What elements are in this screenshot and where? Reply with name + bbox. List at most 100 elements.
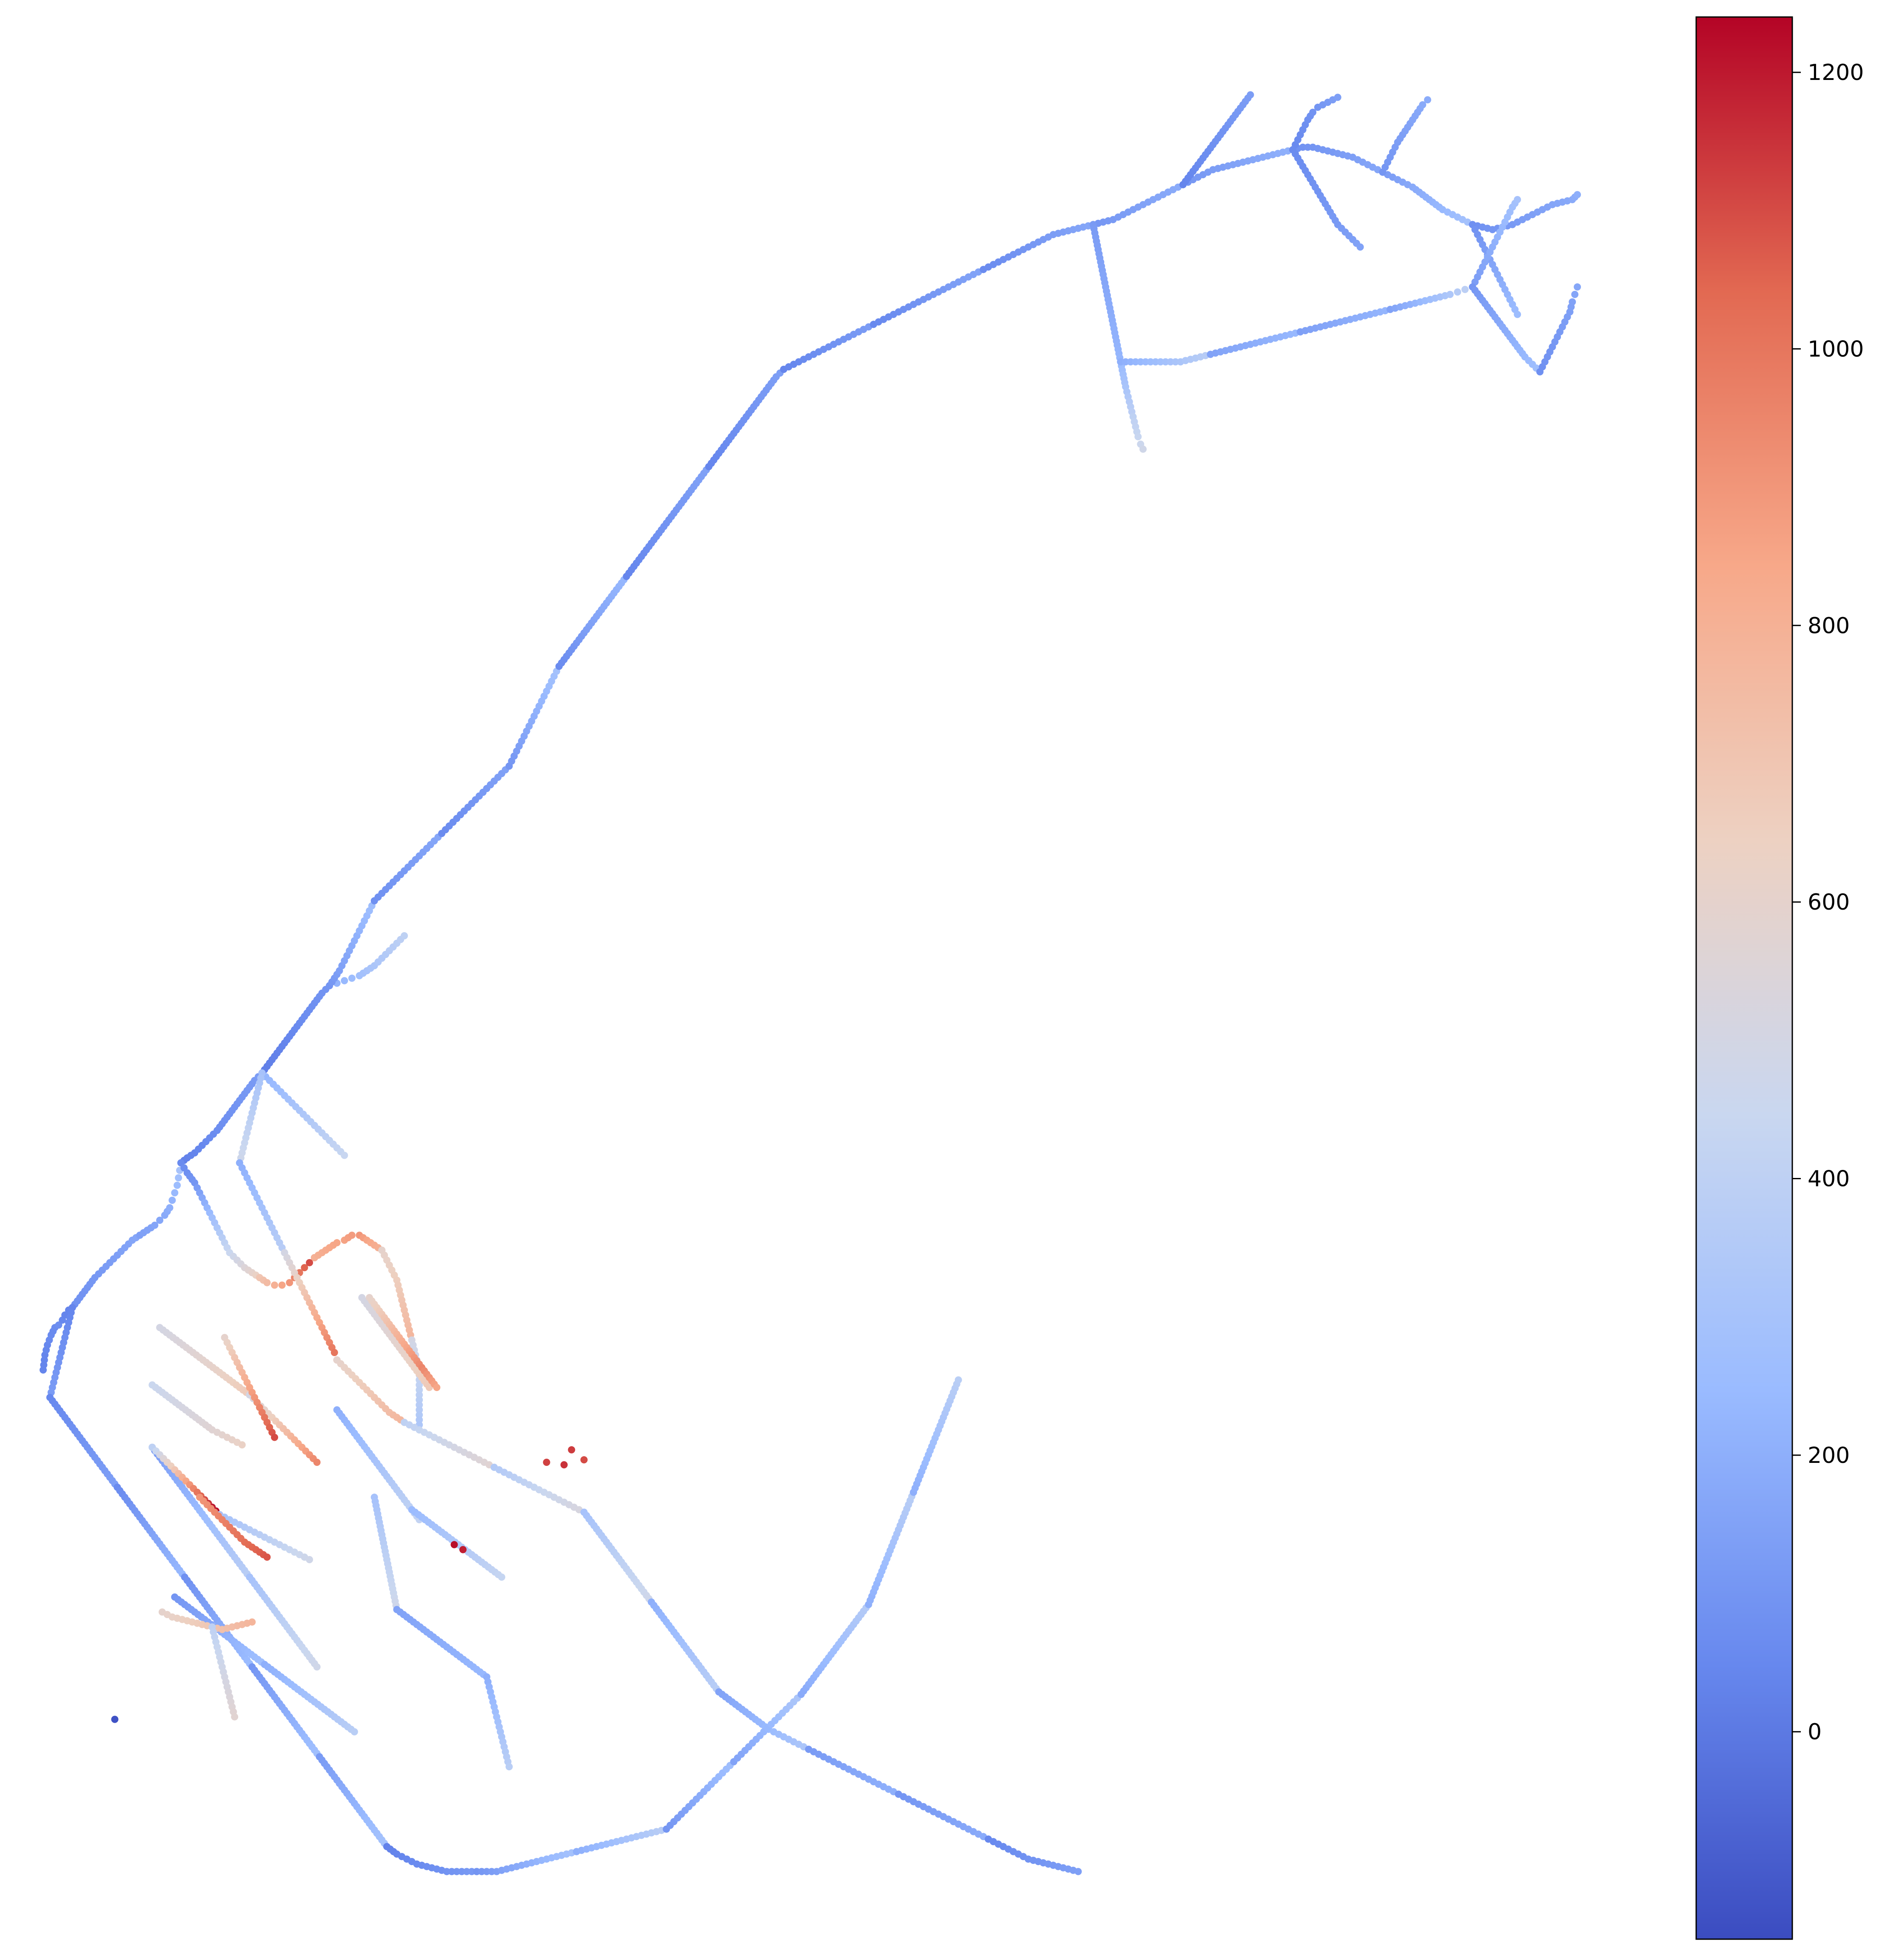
- colorbar-tick-label: 1000: [1808, 336, 1864, 362]
- data-point: [175, 1174, 182, 1182]
- data-point: [1461, 286, 1469, 293]
- data-point: [348, 974, 356, 982]
- data-point: [416, 1416, 423, 1424]
- data-point: [416, 1381, 423, 1389]
- data-point: [448, 1868, 456, 1875]
- data-point: [478, 1868, 485, 1875]
- colorbar-tick-label: 1200: [1808, 60, 1864, 85]
- data-point: [55, 1321, 63, 1329]
- data-point: [450, 1541, 458, 1548]
- data-point: [458, 1868, 466, 1875]
- data-point: [341, 977, 348, 984]
- data-point: [306, 1259, 313, 1266]
- data-point: [433, 1384, 441, 1391]
- data-point: [416, 1391, 423, 1399]
- data-point: [168, 1197, 176, 1204]
- data-point: [1514, 196, 1521, 203]
- data-point: [401, 932, 408, 939]
- data-point: [459, 1546, 467, 1553]
- data-point: [341, 1152, 348, 1159]
- data-point: [263, 1279, 271, 1286]
- data-point: [416, 1396, 423, 1404]
- data-point: [1454, 288, 1461, 296]
- data-point: [1334, 94, 1341, 101]
- data-point: [1446, 290, 1454, 298]
- data-point: [1419, 101, 1427, 108]
- data-point: [156, 1217, 164, 1224]
- data-point: [1514, 310, 1521, 318]
- data-point: [306, 1556, 313, 1563]
- data-point: [1134, 433, 1142, 441]
- data-point: [416, 1406, 423, 1414]
- data-point: [231, 1713, 239, 1721]
- data-point: [1162, 358, 1169, 366]
- colorbar-ticks: 0 200 400 600 800 1000 1200: [1792, 60, 1864, 1745]
- colorbar: 0 200 400 600 800 1000 1200: [1695, 16, 1864, 1940]
- data-point: [286, 1279, 293, 1286]
- data-point: [313, 1459, 321, 1466]
- data-point: [468, 1868, 476, 1875]
- data-point: [488, 1868, 495, 1875]
- data-point: [248, 1618, 256, 1626]
- colorbar-tick-label: 600: [1808, 890, 1850, 915]
- data-point: [1122, 358, 1129, 366]
- data-point: [1147, 358, 1154, 366]
- data-point: [313, 1663, 321, 1671]
- data-point: [416, 1386, 423, 1394]
- data-point: [1247, 91, 1254, 99]
- colorbar-gradient: [1696, 17, 1792, 1939]
- data-point: [1574, 191, 1581, 199]
- data-point: [350, 1728, 358, 1735]
- data-point: [1356, 243, 1364, 251]
- data-point: [1172, 358, 1179, 366]
- plot-area: [40, 91, 1581, 1875]
- colorbar-tick-label: 800: [1808, 613, 1850, 639]
- data-point: [1132, 358, 1139, 366]
- data-point: [416, 1411, 423, 1419]
- data-point: [568, 1446, 575, 1454]
- colorbar-tick-label: 400: [1808, 1166, 1850, 1192]
- data-point: [1304, 143, 1312, 151]
- data-point: [330, 1349, 338, 1356]
- data-point: [1309, 108, 1317, 116]
- data-point: [263, 1553, 271, 1561]
- colorbar-frame: [1695, 16, 1793, 1940]
- data-point: [483, 1868, 490, 1875]
- data-point: [560, 1461, 568, 1468]
- data-point: [473, 1868, 481, 1875]
- data-point: [463, 1868, 470, 1875]
- data-point: [453, 1868, 461, 1875]
- data-point: [498, 1573, 505, 1581]
- data-point: [1142, 358, 1149, 366]
- data-point: [543, 1459, 550, 1466]
- data-point: [1152, 358, 1159, 366]
- data-point: [1074, 1868, 1082, 1875]
- data-point: [505, 1763, 513, 1770]
- data-point: [333, 1239, 341, 1246]
- data-point: [271, 1281, 278, 1289]
- data-point: [1127, 358, 1134, 366]
- data-point: [1571, 290, 1579, 298]
- data-point: [1424, 96, 1431, 104]
- data-point: [301, 1264, 308, 1272]
- data-point: [111, 1715, 119, 1723]
- data-point: [1139, 445, 1147, 453]
- data-point: [238, 1441, 246, 1449]
- data-point: [171, 1189, 179, 1197]
- colorbar-tick-label: 200: [1808, 1443, 1850, 1468]
- data-point: [1574, 283, 1581, 291]
- data-point: [580, 1456, 588, 1464]
- data-point: [1299, 143, 1307, 151]
- data-point: [1137, 358, 1145, 366]
- data-point: [278, 1281, 286, 1289]
- data-point: [1117, 358, 1125, 366]
- data-point: [1157, 358, 1165, 366]
- data-point: [271, 1434, 278, 1441]
- data-point: [954, 1376, 962, 1384]
- data-point: [416, 1401, 423, 1409]
- data-point: [348, 1232, 356, 1239]
- colorbar-tick-label: 0: [1808, 1719, 1822, 1745]
- data-point: [443, 1868, 450, 1875]
- data-point: [166, 1204, 174, 1212]
